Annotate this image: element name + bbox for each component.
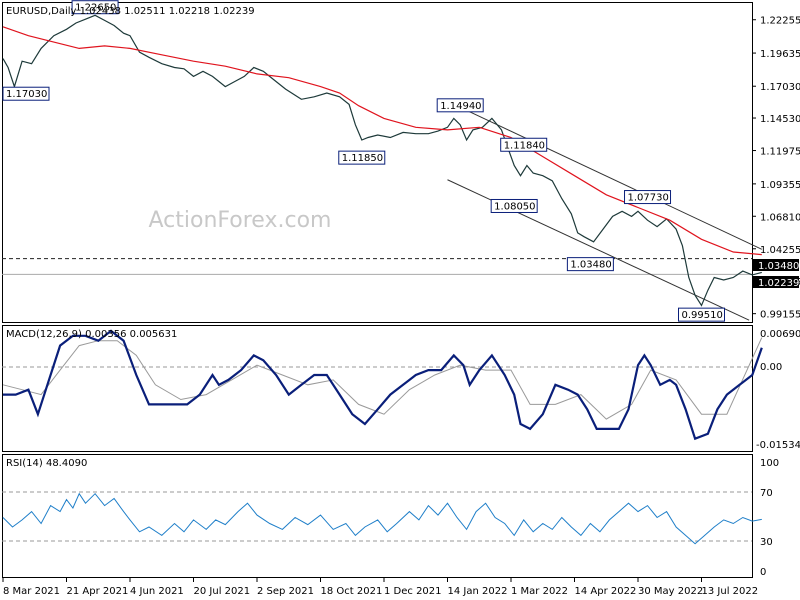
level-price-tag (753, 259, 799, 271)
current-price-tag (753, 276, 799, 288)
annotation-box (490, 198, 538, 213)
date-tick-label: 13 Jul 2022 (702, 586, 759, 597)
date-tick-label: 1 Dec 2021 (384, 586, 442, 597)
annotation-box (436, 98, 484, 113)
price-tick-label: 0.99155 (760, 310, 800, 321)
date-tick-label: 2 Sep 2021 (257, 586, 314, 597)
annotation-label: 1.08050 (494, 201, 535, 212)
macd-tick-top: 0.006906 (760, 329, 800, 340)
annotation-label: 1.07730 (628, 193, 669, 204)
price-tick-label: 1.06810 (760, 212, 800, 223)
annotation-label: 1.22650 (75, 3, 116, 14)
date-axis: 8 Mar 2021 21 Apr 2021 4 Jun 2021 20 Jul 20… (2, 578, 759, 597)
price-tick-label: 1.04255 (760, 245, 800, 256)
annotation-box (71, 0, 119, 15)
price-axis: 1.22255 1.19635 1.17030 1.14530 1.11975 1.093… (752, 16, 800, 321)
annotation-label: 1.14940 (440, 101, 481, 112)
price-series (2, 14, 762, 307)
date-tick-label: 20 Jul 2021 (194, 586, 251, 597)
date-tick-label: 30 May 2022 (638, 586, 703, 597)
date-tick-label: 21 Apr 2021 (67, 586, 129, 597)
annotation-box (500, 137, 548, 152)
annotation-box (678, 307, 725, 322)
annotation-box (566, 257, 614, 272)
price-tick-label: 1.11975 (760, 147, 800, 158)
annotation-box (624, 190, 672, 205)
rsi-panel (2, 454, 753, 578)
price-tick-label: 1.22255 (760, 16, 800, 27)
macd-series (3, 329, 763, 441)
annotation-label: 1.11840 (504, 140, 545, 151)
date-tick-label: 4 Jun 2021 (130, 586, 184, 597)
date-tick-label: 1 Mar 2022 (511, 586, 568, 597)
rsi-series (2, 492, 762, 545)
macd-tick-bottom: -0.015348 (756, 440, 800, 451)
macd-tick-zero: 0.00 (760, 362, 782, 373)
date-tick-label: 14 Jan 2022 (448, 586, 508, 597)
annotation-label: 1.17030 (6, 89, 47, 100)
macd-title: MACD(12,26,9) 0.00356 0.005631 (6, 329, 177, 340)
date-tick-label: 18 Oct 2021 (321, 586, 383, 597)
rsi-title: RSI(14) 48.4090 (6, 458, 87, 469)
rsi-tick-0: 0 (760, 567, 766, 578)
macd-signal-series (2, 337, 763, 420)
annotation-label: 0.99510 (682, 310, 723, 321)
annotation-box (2, 86, 50, 101)
date-tick-label: 8 Mar 2021 (3, 586, 60, 597)
rsi-tick-70: 70 (760, 488, 773, 499)
price-tick-label: 1.19635 (760, 49, 800, 60)
channel-upper-line (454, 104, 763, 250)
rsi-tick-100: 100 (760, 458, 779, 469)
date-tick-label: 14 Apr 2022 (575, 586, 637, 597)
macd-panel (2, 325, 753, 452)
price-annotations: 1.22650 1.17030 1.11850 1.14940 1.11840 1.080… (2, 0, 725, 322)
annotation-box (338, 150, 386, 165)
current-price-label: 1.02239 (758, 278, 799, 289)
price-tick-label: 1.09355 (760, 180, 800, 191)
price-panel (2, 2, 753, 323)
price-tick-label: 1.17030 (760, 82, 800, 93)
price-tick-label: 1.14530 (760, 114, 800, 125)
annotation-label: 1.11850 (342, 153, 383, 164)
rsi-tick-30: 30 (760, 537, 773, 548)
level-price-label: 1.03480 (758, 261, 799, 272)
watermark: ActionForex.com (149, 208, 332, 233)
annotation-label: 1.03480 (570, 260, 611, 271)
chart-header: EURUSD,Daily 1.02438 1.02511 1.02218 1.0… (6, 6, 255, 17)
